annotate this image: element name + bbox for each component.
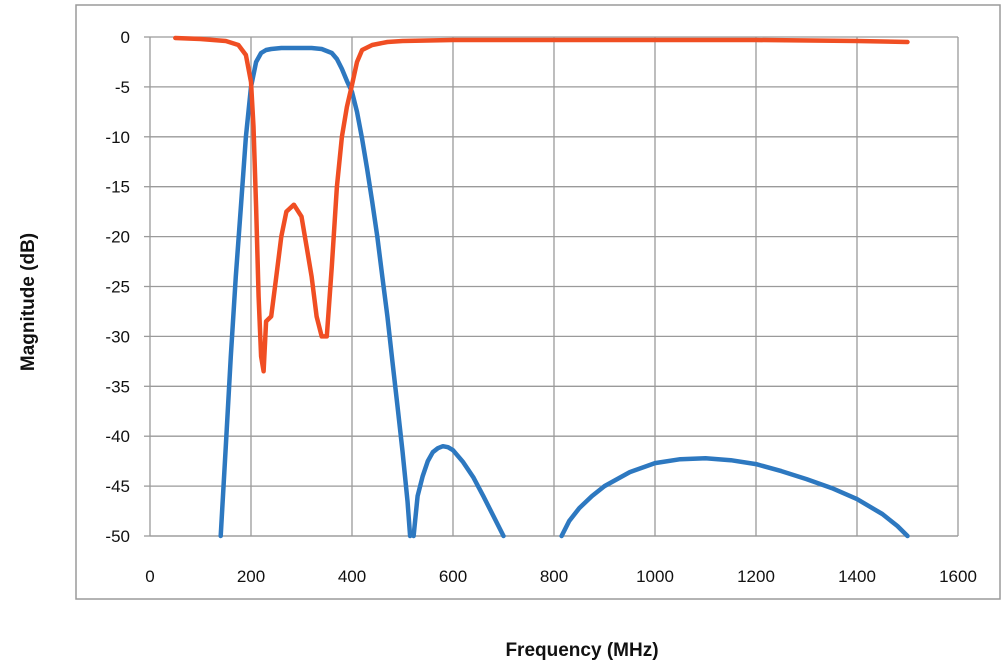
x-tick-label: 0: [145, 567, 154, 586]
series-2-line-segment: [411, 443, 506, 539]
x-tick-label: 1600: [939, 567, 977, 586]
chart-frame: [75, 4, 1001, 600]
x-tick-label: 200: [237, 567, 265, 586]
y-tick-label: 0: [121, 28, 130, 47]
y-tick-label: -15: [105, 178, 130, 197]
y-tick-label: -20: [105, 228, 130, 247]
series-2-line-segment: [218, 45, 413, 539]
x-tick-label: 800: [540, 567, 568, 586]
y-tick-label: -30: [105, 327, 130, 346]
y-tick-label: -5: [115, 78, 130, 97]
y-tick-label: -40: [105, 427, 130, 446]
series-1-line: [173, 35, 910, 374]
x-tick-label: 1400: [838, 567, 876, 586]
tick-labels: 0 200 400 600 800 1000 1200 1400 1600 0 -5 -10 -15 -2…: [105, 28, 976, 586]
series-2-line-segment: [559, 455, 910, 539]
x-tick-label: 400: [338, 567, 366, 586]
x-tick-label: 600: [439, 567, 467, 586]
series-layer: [173, 35, 910, 539]
y-tick-label: -25: [105, 278, 130, 297]
x-tick-label: 1000: [636, 567, 674, 586]
y-tick-label: -50: [105, 527, 130, 546]
y-tick-label: -35: [105, 377, 130, 396]
grid: [144, 36, 959, 537]
y-tick-label: -10: [105, 128, 130, 147]
x-tick-label: 1200: [737, 567, 775, 586]
y-axis-title: Magnitude (dB): [18, 233, 39, 371]
x-axis-title: Frequency (MHz): [505, 640, 658, 661]
y-tick-label: -45: [105, 477, 130, 496]
